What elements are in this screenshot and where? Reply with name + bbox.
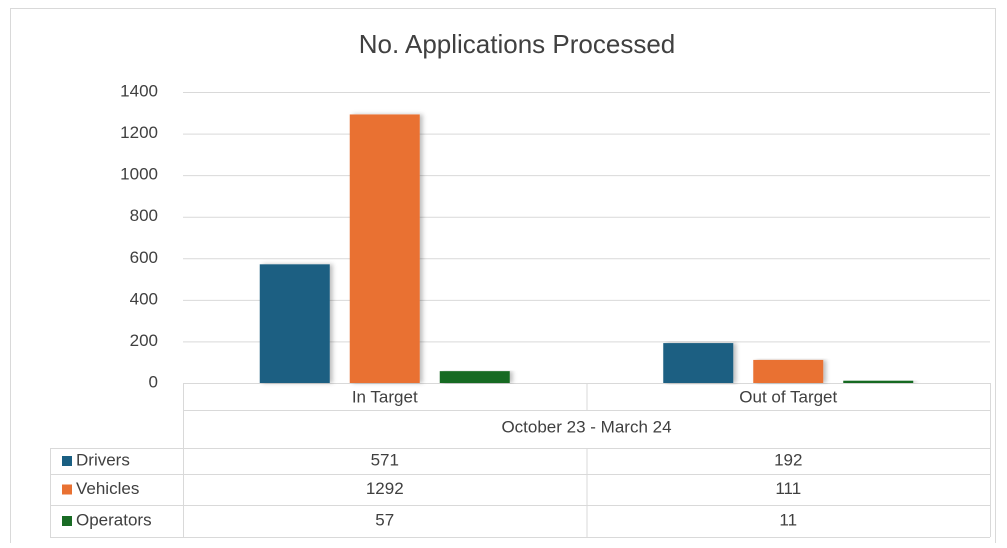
bar <box>259 264 330 383</box>
table-value: 11 <box>779 510 797 529</box>
bar <box>439 371 510 383</box>
legend-key <box>62 516 72 526</box>
y-tick-label: 200 <box>130 331 158 350</box>
table-value: 192 <box>774 450 802 469</box>
legend-key <box>62 456 72 466</box>
y-tick-label: 1000 <box>120 165 158 184</box>
y-tick-label: 1400 <box>120 81 158 100</box>
bar <box>663 343 734 383</box>
x-tick-label: In Target <box>352 387 418 406</box>
y-tick-label: 400 <box>130 289 158 308</box>
legend-label: Operators <box>76 510 152 529</box>
bar <box>753 359 824 383</box>
legend-label: Drivers <box>76 450 130 469</box>
y-tick-label: 600 <box>130 248 158 267</box>
y-tick-label: 800 <box>130 206 158 225</box>
bar <box>349 114 420 383</box>
x-tick-label: Out of Target <box>739 387 837 406</box>
y-tick-label: 0 <box>149 372 158 391</box>
x-axis-label: October 23 - March 24 <box>501 417 671 436</box>
bar <box>843 380 914 383</box>
chart-title: No. Applications Processed <box>359 29 676 59</box>
legend-label: Vehicles <box>76 479 139 498</box>
table-value: 1292 <box>366 479 404 498</box>
table-value: 111 <box>775 479 801 498</box>
legend-key <box>62 484 72 495</box>
chart-frame <box>10 8 996 548</box>
table-value: 571 <box>371 450 399 469</box>
table-value: 57 <box>375 510 394 529</box>
y-tick-label: 1200 <box>120 123 158 142</box>
